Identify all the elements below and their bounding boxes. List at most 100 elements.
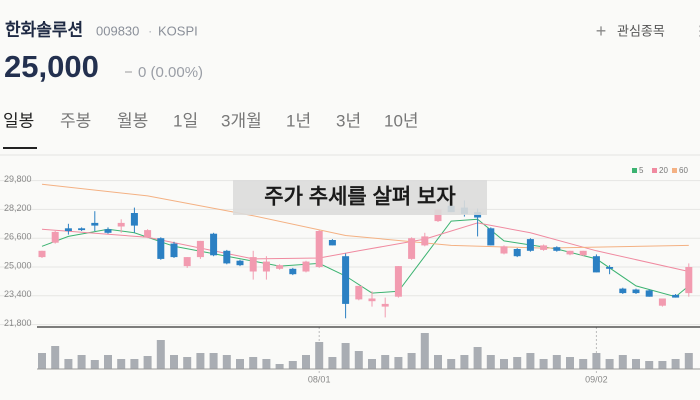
banner: 주가 추세를 살펴 보자: [264, 186, 456, 209]
candle-body: [289, 268, 297, 275]
candle: [658, 298, 666, 307]
volume-bar: [605, 359, 614, 369]
candle-body: [381, 303, 389, 307]
candle: [421, 232, 429, 247]
period-tab[interactable]: 월봉: [117, 111, 148, 130]
period-tab[interactable]: 일봉: [3, 111, 34, 130]
legend-label: 5: [639, 166, 644, 175]
volume-bar: [592, 353, 601, 369]
period-tab[interactable]: 3년: [336, 111, 361, 130]
candle: [487, 227, 495, 246]
volume-bar: [407, 353, 416, 369]
candle: [328, 239, 336, 246]
candle-body: [606, 267, 614, 269]
volume-bar: [671, 359, 680, 369]
candle: [579, 250, 587, 257]
candle-body: [157, 238, 165, 259]
candle: [566, 250, 574, 256]
candle: [526, 238, 534, 252]
candle: [51, 231, 59, 244]
candle-body: [408, 238, 416, 259]
price: 25,000: [4, 49, 99, 84]
volume-bar: [183, 357, 192, 369]
volume-bar: [38, 353, 46, 369]
banner-background: [233, 180, 487, 215]
candle-body: [645, 290, 653, 297]
legend-swatch: [672, 168, 677, 173]
candle-body: [315, 231, 323, 267]
x-tick-label: 08/01: [308, 374, 331, 384]
candle: [130, 207, 138, 233]
volume-bar: [632, 359, 640, 369]
price-change: 0 (0.00%): [138, 64, 203, 81]
candle: [553, 246, 561, 252]
volume-bar: [394, 357, 403, 369]
y-tick-label: 28,200: [4, 203, 32, 213]
candle-body: [130, 213, 138, 226]
period-tab[interactable]: 주봉: [60, 111, 91, 130]
volume-bar: [420, 333, 429, 369]
candle: [210, 232, 218, 257]
volume-bar: [90, 360, 99, 369]
period-tab[interactable]: 10년: [384, 111, 419, 130]
volume-bar: [262, 359, 271, 369]
volume-bar: [341, 343, 350, 369]
volume-bar: [486, 355, 495, 369]
candle-body: [658, 298, 666, 306]
candle-body: [487, 228, 495, 246]
legend-swatch: [652, 168, 657, 173]
candle: [408, 237, 416, 260]
volume-bar: [170, 355, 178, 369]
more-icon[interactable]: ⋮: [693, 23, 700, 39]
legend-swatch: [632, 168, 637, 173]
volume-bar: [539, 359, 548, 369]
candle: [500, 245, 508, 255]
period-tab[interactable]: 1년: [286, 111, 311, 130]
candle-body: [276, 265, 284, 269]
volume-bar: [104, 355, 112, 369]
y-tick-label: 21,800: [4, 318, 32, 328]
moving-average-line: [41, 218, 690, 298]
volume-bar: [618, 355, 627, 369]
candle: [672, 294, 680, 298]
candle: [289, 267, 297, 276]
y-tick-label: 25,000: [4, 260, 32, 270]
volume-bar: [552, 355, 561, 369]
candle: [104, 227, 112, 234]
volume-bar: [368, 359, 376, 369]
volume-bar: [447, 359, 456, 369]
candle: [38, 250, 46, 258]
volume-bar: [579, 359, 588, 369]
candle-body: [368, 298, 376, 302]
candle-body: [144, 230, 152, 238]
candle-body: [513, 249, 521, 257]
plus-icon: +: [596, 21, 607, 41]
candle: [302, 260, 310, 273]
volume-bar: [526, 353, 535, 369]
candle: [78, 227, 86, 231]
volume-bar: [143, 356, 152, 369]
candle-body: [632, 289, 640, 294]
watch-label[interactable]: 관심종목: [617, 23, 665, 38]
candle: [249, 250, 257, 280]
candle-body: [210, 233, 218, 256]
candle: [632, 288, 640, 294]
watch-button[interactable]: + 관심종목: [596, 21, 665, 41]
volume-bar: [381, 355, 390, 369]
volume-bar: [684, 353, 693, 369]
candle-body: [619, 288, 627, 294]
candle: [157, 237, 165, 260]
period-tab[interactable]: 3개월: [221, 111, 262, 130]
separator: ·: [148, 23, 152, 38]
candle: [64, 223, 72, 235]
candle-body: [685, 267, 693, 294]
candle-body: [170, 243, 178, 258]
candle: [606, 265, 614, 275]
volume-bar: [566, 357, 574, 369]
period-tab[interactable]: 1일: [173, 111, 198, 130]
candle-body: [104, 229, 112, 233]
volume-bar: [288, 361, 297, 369]
candle-body: [355, 285, 363, 300]
candle-body: [91, 222, 99, 226]
